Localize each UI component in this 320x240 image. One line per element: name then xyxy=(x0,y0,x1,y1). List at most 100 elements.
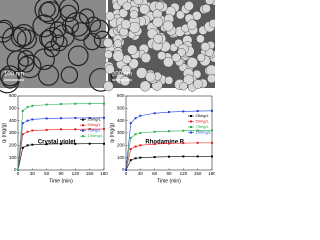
sphere xyxy=(205,64,215,76)
sphere xyxy=(164,76,174,85)
y-tick-label: 200 xyxy=(117,143,125,148)
x-tick-label: 150 xyxy=(86,171,94,176)
scale-bar-label: 200 nm xyxy=(112,72,132,78)
sphere xyxy=(103,37,113,48)
legend-marker xyxy=(190,120,192,123)
legend-marker xyxy=(190,126,192,128)
data-point xyxy=(168,130,170,133)
sphere xyxy=(113,39,123,48)
sphere xyxy=(196,53,206,62)
sphere xyxy=(122,1,132,11)
sphere xyxy=(0,65,21,87)
data-point xyxy=(129,136,132,139)
annotation: Rhodamine B xyxy=(145,139,184,145)
data-point xyxy=(182,129,185,132)
data-point xyxy=(129,122,132,125)
sphere xyxy=(112,50,124,62)
data-point xyxy=(21,109,24,112)
data-point xyxy=(125,169,127,171)
sphere xyxy=(129,10,139,20)
legend-label: 100mg/L xyxy=(88,133,104,138)
sphere xyxy=(60,66,79,84)
data-point xyxy=(168,111,170,114)
sphere xyxy=(40,27,65,51)
data-point xyxy=(21,146,24,149)
annotation: Crystal violet xyxy=(38,139,76,145)
data-point xyxy=(139,132,142,134)
y-axis-title: qₜ (mg/g) xyxy=(1,123,7,143)
x-tick-label: 0 xyxy=(125,171,128,176)
sphere xyxy=(139,80,151,92)
series-line xyxy=(17,143,104,171)
data-point xyxy=(103,102,105,105)
sphere xyxy=(175,10,185,20)
data-point xyxy=(88,142,91,145)
sphere xyxy=(208,19,215,28)
y-tick-label: 500 xyxy=(9,106,17,111)
data-point xyxy=(45,143,48,146)
data-point xyxy=(182,142,185,145)
sphere xyxy=(0,68,20,94)
page: 100 nm 200 nm 0 100 200 300 400 500 600 0 30 60 90… xyxy=(0,0,215,185)
legend-label: 75mg/L xyxy=(196,124,210,129)
data-point xyxy=(88,128,91,131)
sphere xyxy=(0,19,14,39)
data-point xyxy=(196,129,199,132)
data-point xyxy=(168,155,170,158)
data-point xyxy=(26,130,29,133)
sphere xyxy=(34,0,60,23)
data-point xyxy=(60,142,62,145)
sphere xyxy=(0,21,14,43)
data-point xyxy=(45,117,48,120)
data-point xyxy=(31,129,34,132)
sphere xyxy=(207,74,215,84)
sphere xyxy=(153,34,163,44)
sphere xyxy=(186,19,198,30)
sphere xyxy=(120,19,131,30)
sphere xyxy=(133,0,144,5)
legend-label: 25mg/L xyxy=(196,113,210,118)
data-point xyxy=(211,155,213,158)
y-tick-label: 500 xyxy=(117,106,125,111)
y-tick-label: 400 xyxy=(117,118,125,123)
sphere xyxy=(152,16,164,28)
sphere xyxy=(157,51,167,61)
data-point xyxy=(31,143,34,146)
sphere xyxy=(78,8,95,24)
sphere xyxy=(83,32,101,51)
data-point xyxy=(31,104,34,107)
y-tick-label: 300 xyxy=(117,130,125,135)
sphere xyxy=(145,71,156,83)
x-tick-label: 0 xyxy=(17,171,20,176)
x-axis-title: Time (min) xyxy=(49,178,73,184)
data-point xyxy=(103,142,105,145)
y-tick-label: 0 xyxy=(14,167,17,172)
data-point xyxy=(139,156,142,159)
sphere xyxy=(201,3,211,14)
data-point xyxy=(139,114,142,117)
scale-bar-label: 100 nm xyxy=(4,72,24,78)
data-point xyxy=(17,169,19,171)
sphere xyxy=(121,64,132,76)
y-tick-label: 100 xyxy=(117,155,125,160)
y-tick-label: 400 xyxy=(9,118,17,123)
legend-marker xyxy=(82,135,84,138)
data-point xyxy=(45,128,48,131)
data-point xyxy=(103,128,105,131)
x-tick-label: 180 xyxy=(100,171,108,176)
sphere xyxy=(140,52,152,63)
x-tick-label: 120 xyxy=(180,171,188,176)
sphere xyxy=(17,54,42,79)
x-tick-label: 90 xyxy=(58,171,64,176)
sphere xyxy=(155,1,165,11)
data-point xyxy=(211,109,213,112)
data-point xyxy=(129,159,132,162)
sphere xyxy=(6,50,29,73)
sphere xyxy=(183,74,194,86)
sphere xyxy=(38,64,60,86)
data-point xyxy=(196,141,199,144)
legend-marker xyxy=(82,118,84,121)
data-point xyxy=(153,156,156,159)
sphere xyxy=(179,81,188,91)
